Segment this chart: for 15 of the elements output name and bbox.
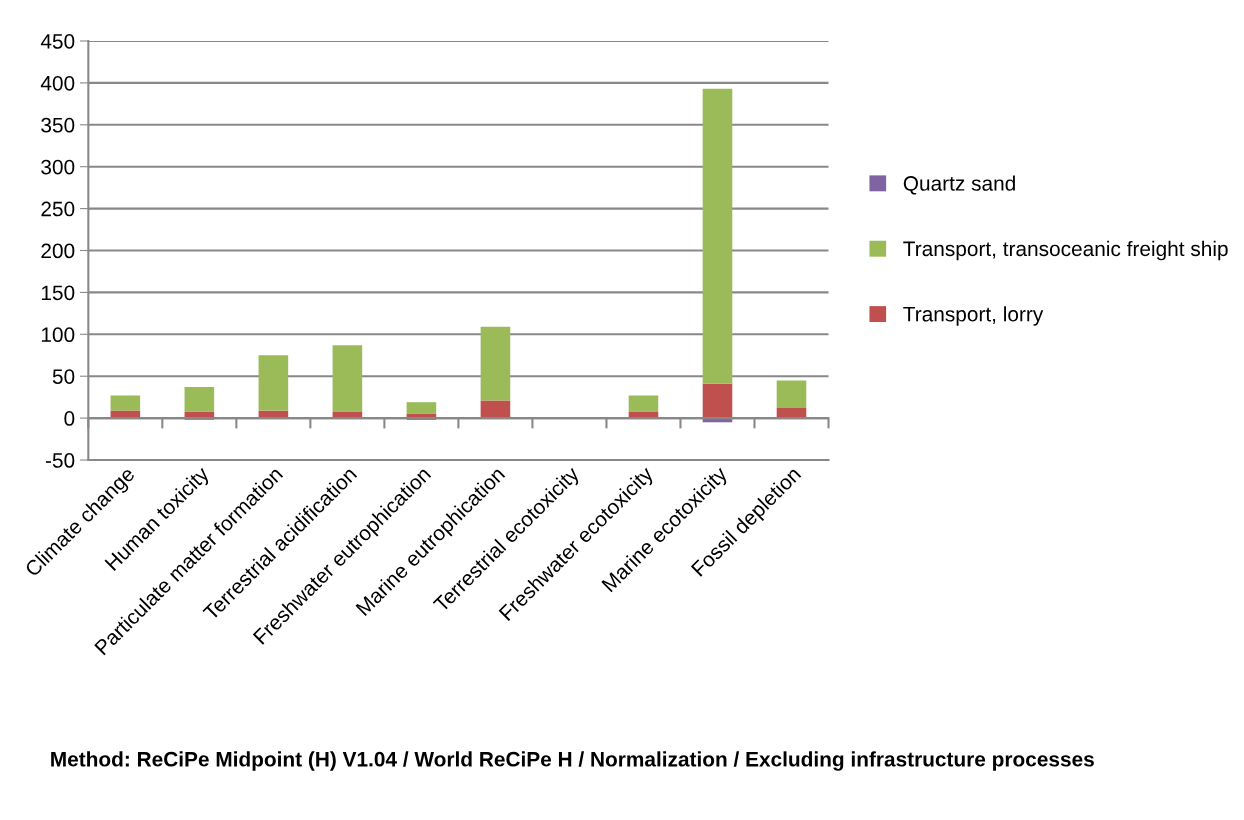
legend-label: Transport, transoceanic freight ship bbox=[903, 240, 1228, 261]
text: Method: ReCiPe Midpoint (H) V1.04 / World ReCiPe H / Normalization / Excluding infrastructure processes bbox=[51, 751, 1094, 771]
y-tick-label: 0 bbox=[64, 411, 75, 426]
y-tick-label: 300 bbox=[41, 159, 75, 175]
y-tick-label: 200 bbox=[41, 243, 75, 259]
y-tick-label: -50 bbox=[45, 453, 75, 468]
y-tick-label: 250 bbox=[41, 201, 75, 217]
y-tick-label: 100 bbox=[41, 327, 75, 343]
legend-label: Quartz sand bbox=[903, 175, 1015, 195]
y-tick-label: 450 bbox=[40, 34, 75, 49]
y-tick-label: 400 bbox=[40, 75, 75, 91]
y-tick-label: 350 bbox=[41, 117, 75, 133]
legend-label: Transport, lorry bbox=[903, 306, 1044, 326]
y-tick-label: 50 bbox=[52, 369, 75, 384]
y-tick-label: 150 bbox=[41, 285, 75, 301]
